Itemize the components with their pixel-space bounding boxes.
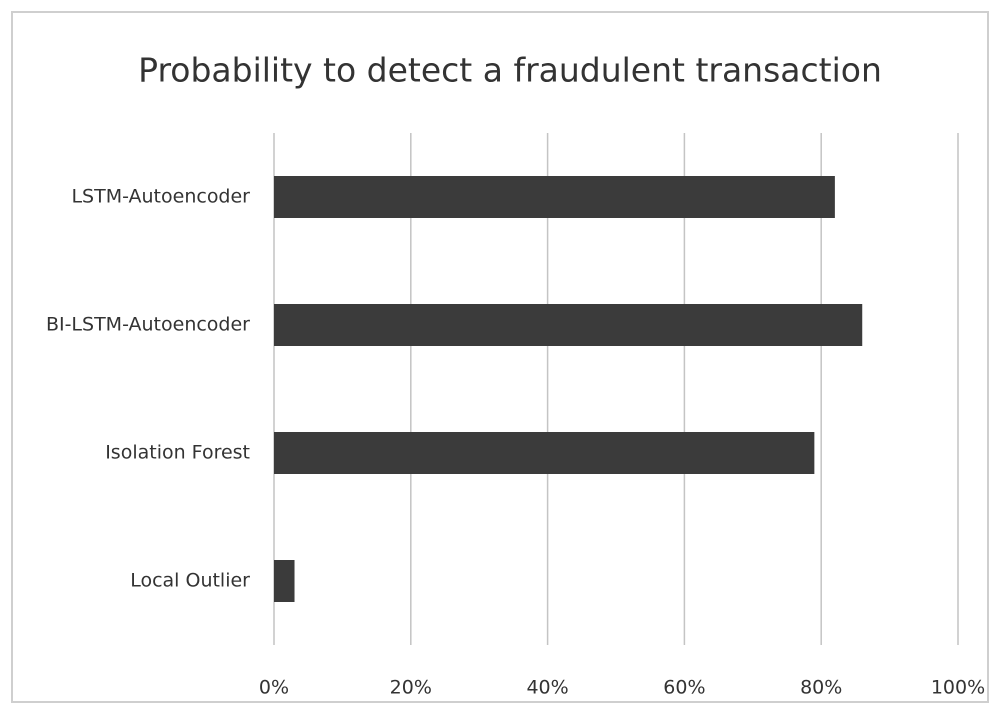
- bar: [274, 176, 835, 218]
- chart-frame: [11, 11, 989, 703]
- x-tick-label: 40%: [526, 677, 568, 699]
- bar: [274, 304, 863, 346]
- chart-title: Probability to detect a fraudulent trans…: [138, 51, 882, 90]
- bar: [274, 560, 295, 602]
- x-tick-label: 60%: [663, 677, 705, 699]
- y-tick-label: LSTM-Autoencoder: [71, 186, 250, 208]
- bar: [274, 432, 815, 474]
- x-tick-label: 20%: [390, 677, 432, 699]
- y-tick-label: BI-LSTM-Autoencoder: [46, 314, 250, 336]
- x-tick-label: 0%: [259, 677, 289, 699]
- y-tick-label: Isolation Forest: [105, 442, 250, 464]
- x-tick-label: 80%: [800, 677, 842, 699]
- x-tick-label: 100%: [931, 677, 985, 699]
- y-tick-label: Local Outlier: [130, 570, 250, 592]
